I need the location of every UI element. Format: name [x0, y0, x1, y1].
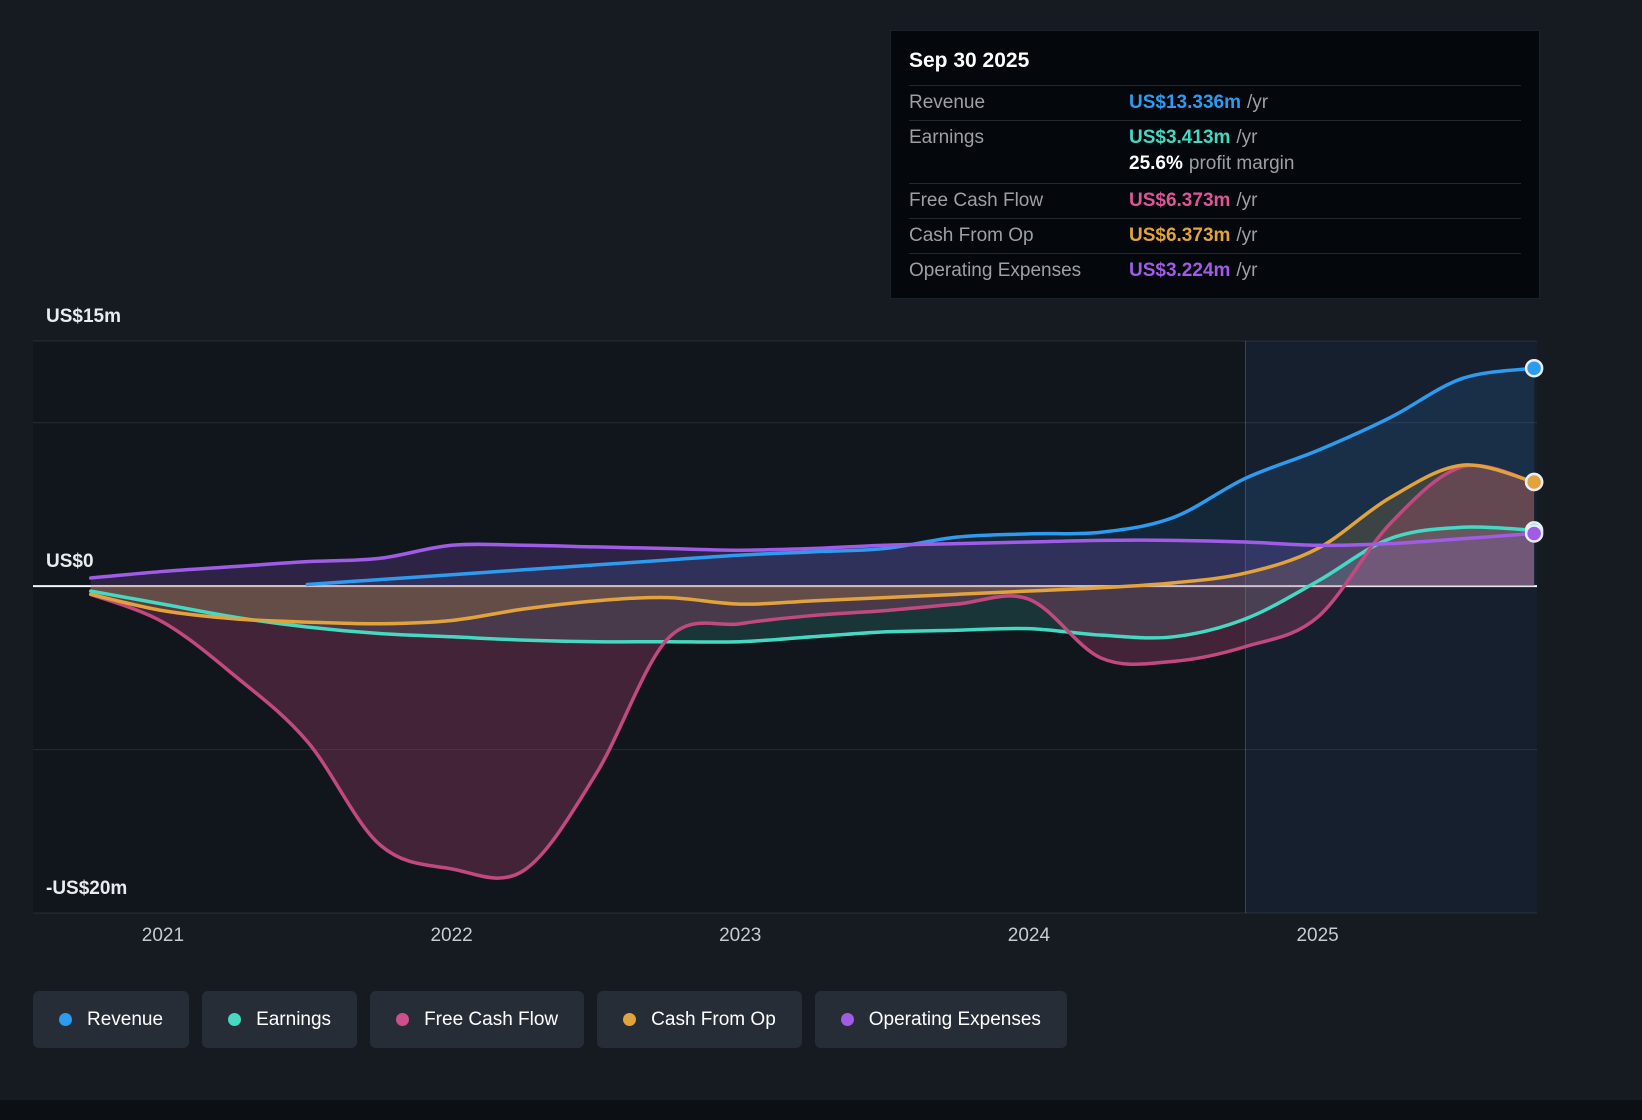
chart-legend: Revenue Earnings Free Cash Flow Cash Fro…: [33, 991, 1067, 1048]
legend-item-operating-expenses[interactable]: Operating Expenses: [814, 991, 1067, 1048]
plot-area: [33, 341, 1537, 913]
end-marker-operating-expenses: [1524, 524, 1544, 543]
end-marker-cash-from-op: [1524, 472, 1544, 492]
tooltip-row-earnings: Earnings US$3.413m/yr 25.6% profit margin: [909, 120, 1521, 183]
area-free-cash-flow: [90, 465, 1535, 879]
bottom-bar: [0, 1100, 1642, 1120]
tooltip-value: US$6.373m/yr: [1129, 225, 1258, 246]
y-axis-label-zero: US$0: [46, 551, 94, 573]
cash-from-op-dot-icon: [623, 1013, 637, 1026]
tooltip-label: Free Cash Flow: [909, 190, 1044, 211]
y-axis-label-bottom: -US$20m: [46, 878, 128, 899]
tooltip-value: US$3.224m/yr: [1129, 260, 1258, 281]
x-axis-label-2023: 2023: [719, 925, 762, 946]
tooltip-row-operating-expenses: Operating Expenses US$3.224m/yr: [909, 253, 1521, 288]
line-earnings: [88, 525, 1536, 644]
tooltip-label: Earnings: [909, 127, 984, 148]
x-axis-label-2022: 2022: [430, 925, 473, 946]
area-revenue: [307, 368, 1535, 587]
earnings-dot-icon: [228, 1013, 242, 1026]
free-cash-flow-dot-icon: [396, 1013, 410, 1026]
x-axis-label-2024: 2024: [1007, 925, 1051, 946]
revenue-dot-icon: [59, 1013, 72, 1026]
tooltip-row-free-cash-flow: Free Cash Flow US$6.373m/yr: [909, 183, 1521, 218]
area-earnings: [90, 527, 1535, 643]
legend-item-earnings[interactable]: Earnings: [202, 991, 358, 1048]
line-revenue: [305, 366, 1536, 587]
x-axis-label-2021: 2021: [141, 925, 185, 946]
tooltip-value: US$3.413m/yr: [1129, 127, 1258, 148]
tooltip-row-cash-from-op: Cash From Op US$6.373m/yr: [909, 218, 1521, 253]
highlight-band: [1245, 341, 1537, 913]
line-cash-from-op: [88, 463, 1536, 626]
legend-item-free-cash-flow[interactable]: Free Cash Flow: [370, 991, 585, 1048]
legend-item-cash-from-op[interactable]: Cash From Op: [597, 991, 802, 1048]
tooltip-date: Sep 30 2025: [909, 49, 1030, 72]
legend-item-revenue[interactable]: Revenue: [33, 991, 190, 1048]
data-tooltip: Sep 30 2025 Revenue US$13.336m/yr Earnin…: [890, 30, 1540, 299]
line-operating-expenses: [88, 531, 1536, 580]
end-marker-revenue: [1524, 358, 1544, 378]
operating-expenses-dot-icon: [840, 1013, 854, 1026]
tooltip-profit-margin: 25.6% profit margin: [1129, 153, 1295, 174]
line-free-cash-flow: [88, 463, 1536, 880]
tooltip-row-revenue: Revenue US$13.336m/yr: [909, 85, 1521, 120]
tooltip-label: Revenue: [909, 92, 986, 113]
y-axis-label-top: US$15m: [46, 306, 121, 327]
tooltip-value: US$6.373m/yr: [1129, 190, 1258, 211]
tooltip-value: US$13.336m/yr: [1129, 92, 1269, 113]
x-axis-label-2025: 2025: [1296, 925, 1339, 946]
tooltip-label: Cash From Op: [909, 225, 1034, 246]
tooltip-label: Operating Expenses: [909, 260, 1082, 281]
